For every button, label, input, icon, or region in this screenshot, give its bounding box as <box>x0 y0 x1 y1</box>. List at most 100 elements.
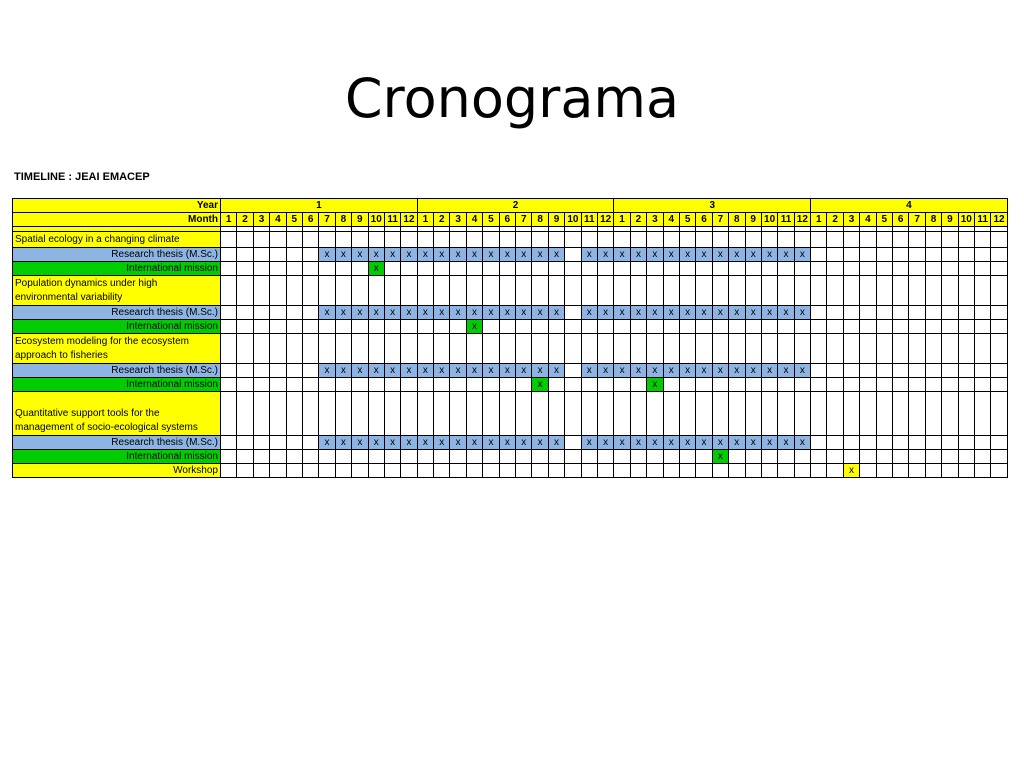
timeline-cell <box>301 231 320 248</box>
timeline-cell <box>351 377 369 392</box>
timeline-cell <box>564 247 582 262</box>
timeline-cell <box>859 435 877 450</box>
timeline-cell <box>924 377 943 392</box>
timeline-cell <box>695 231 713 248</box>
timeline-cell <box>318 275 336 306</box>
timeline-cell <box>416 261 435 276</box>
timeline-cell <box>400 449 418 464</box>
timeline-cell <box>301 275 320 306</box>
task-mark: x <box>662 247 680 262</box>
timeline-cell <box>383 261 402 276</box>
task-label: Research thesis (M.Sc.) <box>12 305 221 320</box>
timeline-cell <box>383 391 402 436</box>
timeline-cell <box>990 449 1008 464</box>
timeline-cell <box>400 377 418 392</box>
month-cell: 7 <box>908 212 926 227</box>
timeline-cell <box>351 449 369 464</box>
timeline-cell <box>973 261 992 276</box>
timeline-cell <box>810 261 828 276</box>
timeline-cell <box>875 363 894 378</box>
month-cell: 4 <box>269 212 287 227</box>
task-mark: x <box>744 305 762 320</box>
timeline-cell <box>957 247 975 262</box>
timeline-cell <box>875 435 894 450</box>
timeline-cell <box>892 231 910 248</box>
timeline-cell <box>351 391 369 436</box>
task-mark: x <box>793 247 812 262</box>
timeline-cell <box>842 377 861 392</box>
task-mark: x <box>334 363 353 378</box>
timeline-cell <box>219 319 238 334</box>
timeline-cell <box>285 435 303 450</box>
task-mark: x <box>367 261 385 276</box>
timeline-cell <box>285 449 303 464</box>
task-mark: x <box>515 247 533 262</box>
timeline-cell <box>695 275 713 306</box>
task-mark: x <box>760 435 779 450</box>
timeline-cell <box>842 363 861 378</box>
timeline-cell <box>383 319 402 334</box>
timeline-cell <box>301 247 320 262</box>
timeline-cell <box>580 463 598 478</box>
task-mark: x <box>728 363 746 378</box>
timeline-cell <box>564 231 582 248</box>
task-mark: x <box>531 377 549 392</box>
month-cell: 5 <box>875 212 894 227</box>
task-row: International mission x <box>12 449 1008 464</box>
timeline-cell <box>465 377 484 392</box>
timeline-cell <box>842 261 861 276</box>
task-row: Research thesis (M.Sc.) x x x x x x x x x x x x x x x x x… <box>12 435 1008 450</box>
timeline-cell <box>580 231 598 248</box>
timeline-cell <box>269 247 287 262</box>
month-cell: 10 <box>564 212 582 227</box>
month-cell: 1 <box>416 212 435 227</box>
timeline-cell <box>351 463 369 478</box>
timeline-cell <box>416 449 435 464</box>
timeline-cell <box>892 305 910 320</box>
timeline-cell <box>285 391 303 436</box>
timeline-cell <box>957 463 975 478</box>
task-mark: x <box>695 247 713 262</box>
timeline-cell <box>301 449 320 464</box>
timeline-cell <box>892 391 910 436</box>
timeline-cell <box>892 377 910 392</box>
task-mark: x <box>400 435 418 450</box>
task-mark: x <box>482 247 500 262</box>
timeline-cell <box>678 231 697 248</box>
month-cell: 3 <box>842 212 861 227</box>
timeline-cell <box>515 391 533 436</box>
timeline-cell <box>760 231 779 248</box>
timeline-cell <box>498 463 517 478</box>
timeline-cell <box>875 305 894 320</box>
timeline-cell <box>629 333 648 364</box>
timeline-cell <box>416 333 435 364</box>
timeline-cell <box>973 333 992 364</box>
timeline-cell <box>695 261 713 276</box>
timeline-cell <box>515 463 533 478</box>
timeline-cell <box>629 261 648 276</box>
task-row: International mission x <box>12 261 1008 276</box>
timeline-cell <box>465 463 484 478</box>
task-mark: x <box>351 305 369 320</box>
month-cell: 8 <box>531 212 549 227</box>
timeline-cell <box>547 275 566 306</box>
timeline-cell <box>777 261 795 276</box>
task-mark: x <box>400 305 418 320</box>
timeline-cell <box>318 377 336 392</box>
timeline-cell <box>269 319 287 334</box>
timeline-cell <box>810 319 828 334</box>
timeline-cell <box>433 275 451 306</box>
timeline-cell <box>826 333 844 364</box>
timeline-cell <box>810 377 828 392</box>
task-mark: x <box>449 247 467 262</box>
timeline-cell <box>875 275 894 306</box>
month-cell: 6 <box>892 212 910 227</box>
month-cell: 12 <box>400 212 418 227</box>
month-cell: 6 <box>695 212 713 227</box>
timeline-cell <box>580 391 598 436</box>
timeline-cell <box>400 275 418 306</box>
timeline-cell <box>728 391 746 436</box>
task-mark: x <box>629 305 648 320</box>
task-mark: x <box>596 305 615 320</box>
timeline-cell <box>219 391 238 436</box>
